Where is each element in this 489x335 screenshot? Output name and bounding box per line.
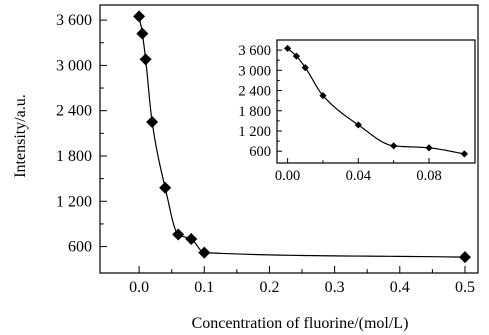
inset-data-point	[390, 142, 398, 150]
inset-fit-curve	[287, 47, 465, 155]
main-data-point	[159, 181, 172, 194]
main-y-tick-label: 600	[68, 239, 92, 256]
main-data-point	[458, 251, 471, 264]
main-y-tick-label: 3 000	[56, 57, 92, 74]
inset-x-tick-label: 0.00	[275, 168, 300, 184]
inset-y-tick-label: 600	[249, 144, 271, 160]
inset-y-tick-label: 1 200	[238, 124, 271, 140]
main-data-point	[139, 53, 152, 66]
main-x-tick-label: 0.2	[259, 279, 279, 296]
inset-x-tick-label: 0.08	[416, 168, 441, 184]
inset-plot-frame	[276, 39, 476, 164]
main-data-point	[136, 27, 149, 40]
inset-data-point	[301, 64, 309, 72]
inset-y-tick-label: 3 000	[238, 63, 271, 79]
main-data-point	[185, 233, 198, 246]
inset-data-point	[284, 44, 292, 53]
main-fit-curve	[138, 16, 465, 258]
inset-y-tick-label: 3 600	[238, 43, 271, 59]
main-x-tick-label: 0.1	[194, 279, 214, 296]
main-y-tick-label: 2 400	[56, 103, 92, 120]
inset-y-tick-label: 2 400	[238, 84, 271, 100]
main-y-tick-label: 1 800	[56, 148, 92, 165]
inset-data-point	[319, 92, 327, 100]
main-x-tick-label: 0.0	[129, 279, 149, 296]
main-plot-frame	[99, 4, 479, 274]
main-x-tick-label: 0.4	[390, 279, 410, 296]
inset-data-point	[425, 144, 433, 152]
x-axis-title: Concentration of fluorine/(mol/L)	[192, 315, 409, 332]
main-data-point	[172, 228, 185, 241]
main-data-point	[133, 10, 146, 23]
inset-data-point	[460, 150, 468, 158]
main-x-tick-label: 0.3	[325, 279, 345, 296]
inset-x-tick-label: 0.04	[346, 168, 372, 184]
inset-data-point	[354, 121, 362, 129]
inset-y-tick-label: 1 800	[238, 104, 271, 120]
main-x-tick-label: 0.5	[455, 279, 475, 296]
main-data-point	[146, 116, 159, 129]
y-axis-title: Intensity/a.u.	[12, 94, 29, 178]
main-y-tick-label: 3 600	[56, 12, 92, 29]
main-y-tick-label: 1 200	[56, 193, 92, 210]
inset-data-point	[292, 52, 301, 60]
main-data-point	[198, 246, 211, 259]
